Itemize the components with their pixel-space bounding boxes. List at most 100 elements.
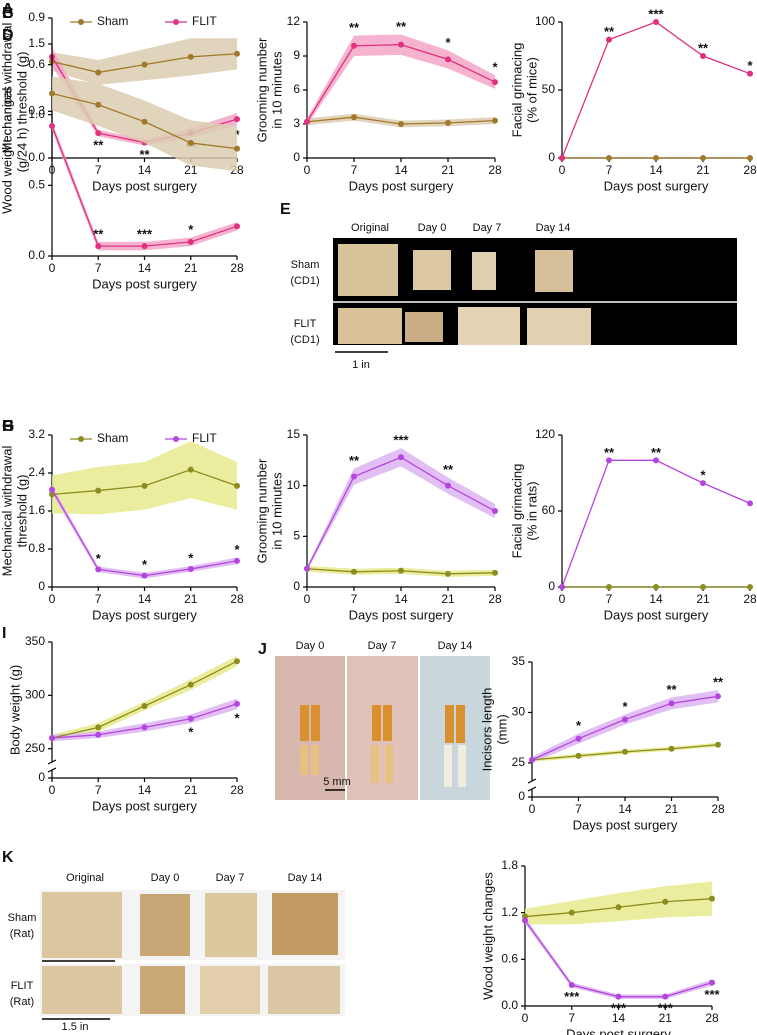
y-tick-label: 15 [287,427,301,441]
significance: * [492,60,498,75]
axis-break [47,759,57,765]
data-point [234,658,240,665]
x-tick-label: 7 [568,1011,575,1025]
column-label: Day 14 [288,872,323,884]
significance: *** [137,226,153,241]
y-tick-label: 6 [293,82,300,96]
data-point [653,19,659,25]
data-point [445,570,451,577]
data-point [304,118,310,125]
column-label: Day 0 [418,222,447,234]
series-line [561,21,751,159]
x-tick-label: 14 [649,592,663,606]
axis-break [527,778,537,784]
significance: * [188,222,194,237]
x-axis-label: Days post surgery [92,798,197,813]
x-tick-label: 14 [612,1011,626,1025]
data-point [95,130,102,137]
column-label: Day 0 [296,640,325,652]
y-tick-label: 0.8 [28,541,45,555]
data-point [747,500,753,507]
error-band [52,655,237,742]
y-tick-label: 0.3 [28,104,45,118]
x-tick-label: 14 [394,592,408,606]
legend-marker [173,19,179,25]
data-point [187,681,194,688]
legend-marker [78,436,84,442]
data-point [529,756,535,763]
column-label: Day 0 [151,872,180,884]
error-band [307,34,495,126]
axis-break [527,786,537,792]
legend-label: FLIT [192,14,217,28]
x-tick-label: 21 [659,1011,673,1025]
row-label: FLIT [11,980,34,992]
y-axis-label: in 10 minutes [269,51,284,129]
data-point [187,466,194,473]
data-point [351,473,357,480]
y-tick-label: 1.5 [28,36,45,50]
data-point [622,748,628,755]
data-point [492,79,498,86]
x-tick-label: 21 [441,163,455,177]
x-axis-label: Days post surgery [92,607,197,622]
data-point [606,36,612,43]
data-point [445,56,451,63]
x-tick-label: 14 [138,261,152,275]
x-tick-label: 14 [138,592,152,606]
column-label: Original [351,222,389,234]
x-tick-label: 0 [559,163,566,177]
row-label: FLIT [294,318,317,330]
x-tick-label: 28 [743,592,757,606]
significance: ** [93,138,104,153]
data-point [187,139,194,146]
x-tick-label: 14 [138,783,152,797]
x-tick-label: 28 [230,261,244,275]
data-point [700,480,706,487]
data-point [187,238,194,245]
significance: * [142,557,148,572]
data-point [492,508,498,514]
data-point [747,70,753,77]
error-band [525,917,712,999]
row-label: (CD1) [290,275,319,287]
data-point [351,114,357,121]
data-point [606,457,612,464]
significance: * [700,468,706,483]
significance: ** [666,682,677,697]
y-axis-label: Facial grimacing [509,43,524,138]
photo-k [40,890,345,1016]
x-tick-label: 0 [49,783,56,797]
data-point [49,735,55,741]
y-axis-label: (% in rats) [524,481,539,540]
x-axis-label: Days post surgery [566,1026,671,1035]
y-tick-label: 0.9 [28,10,45,24]
significance: *** [611,1000,627,1015]
legend-marker [173,436,179,442]
data-point [653,584,659,590]
y-tick-label: 12 [287,14,301,28]
data-point [568,909,575,916]
panel-letter: C [2,5,14,22]
significance: ** [139,147,150,162]
y-tick-label: 30 [512,705,526,719]
panel-letter: A [2,1,14,18]
y-axis-label: Body weight (g) [7,665,22,755]
y-tick-label: 0.0 [28,150,45,164]
data-point [700,53,706,59]
data-point [398,121,404,127]
data-point [95,724,102,731]
data-point [668,745,675,752]
y-tick-label: 1.0 [28,107,45,121]
data-point [351,568,357,575]
x-tick-label: 7 [351,592,358,606]
x-axis-label: Days post surgery [573,817,678,832]
data-point [606,584,612,590]
panel-letter: E [280,201,291,218]
data-point [715,693,721,700]
significance: ** [651,445,662,460]
data-point [187,53,194,60]
x-tick-label: 0 [522,1011,529,1025]
x-tick-label: 21 [184,783,198,797]
